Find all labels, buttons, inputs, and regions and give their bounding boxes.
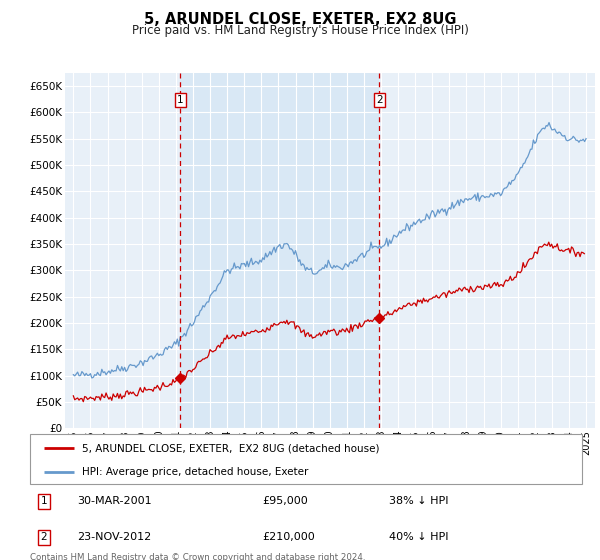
Text: £95,000: £95,000 — [262, 496, 308, 506]
Bar — [180, 73, 379, 428]
Text: 2: 2 — [40, 533, 47, 543]
Text: 2: 2 — [376, 95, 383, 105]
Text: 1: 1 — [177, 95, 184, 105]
Text: 23-NOV-2012: 23-NOV-2012 — [77, 533, 151, 543]
Text: 38% ↓ HPI: 38% ↓ HPI — [389, 496, 448, 506]
Text: Contains HM Land Registry data © Crown copyright and database right 2024.
This d: Contains HM Land Registry data © Crown c… — [30, 553, 365, 560]
Text: 1: 1 — [40, 496, 47, 506]
Text: 5, ARUNDEL CLOSE, EXETER,  EX2 8UG (detached house): 5, ARUNDEL CLOSE, EXETER, EX2 8UG (detac… — [82, 443, 380, 453]
Text: £210,000: £210,000 — [262, 533, 314, 543]
Text: 5, ARUNDEL CLOSE, EXETER, EX2 8UG: 5, ARUNDEL CLOSE, EXETER, EX2 8UG — [144, 12, 456, 27]
Text: HPI: Average price, detached house, Exeter: HPI: Average price, detached house, Exet… — [82, 467, 309, 477]
Text: 40% ↓ HPI: 40% ↓ HPI — [389, 533, 448, 543]
Text: Price paid vs. HM Land Registry's House Price Index (HPI): Price paid vs. HM Land Registry's House … — [131, 24, 469, 36]
Text: 30-MAR-2001: 30-MAR-2001 — [77, 496, 152, 506]
